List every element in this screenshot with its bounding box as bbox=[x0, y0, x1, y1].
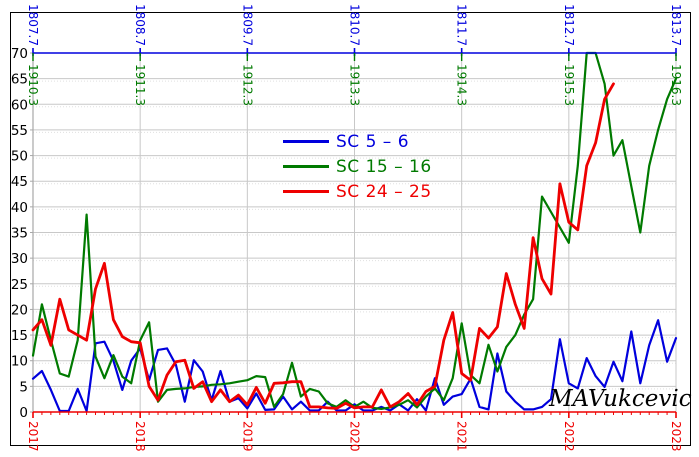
y-tick-label: 15 bbox=[11, 328, 28, 344]
bottom-axis-label: 2022 bbox=[562, 421, 576, 452]
top-axis-label: 1808.7 bbox=[133, 4, 147, 46]
top-axis-label: 1812.7 bbox=[562, 4, 576, 46]
top-secondary-label: 1916.3 bbox=[669, 64, 683, 106]
chart-frame bbox=[10, 12, 691, 446]
legend-item-sc5-6: SC 5 – 6 bbox=[283, 129, 432, 154]
legend-label-sc5-6: SC 5 – 6 bbox=[336, 131, 410, 152]
y-tick-label: 20 bbox=[11, 302, 28, 318]
series-line-sc24-25 bbox=[31, 82, 615, 410]
legend: SC 5 – 6 SC 15 – 16 SC 24 – 25 bbox=[283, 129, 432, 204]
bottom-axis-label: 2021 bbox=[455, 421, 469, 452]
bottom-axis-label: 2019 bbox=[240, 421, 254, 452]
bottom-axis-label: 2020 bbox=[348, 421, 362, 452]
bottom-axis-label: 2023 bbox=[669, 421, 683, 452]
top-axis-label: 1810.7 bbox=[348, 4, 362, 46]
y-tick-label: 0 bbox=[19, 405, 28, 421]
top-secondary-label: 1911.3 bbox=[133, 64, 147, 106]
legend-label-sc24-25: SC 24 – 25 bbox=[336, 181, 432, 202]
y-tick-label: 55 bbox=[11, 123, 28, 139]
legend-line-sample-blue bbox=[283, 140, 329, 143]
y-tick-label: 65 bbox=[11, 72, 28, 88]
y-tick-label: 35 bbox=[11, 226, 28, 242]
legend-item-sc15-16: SC 15 – 16 bbox=[283, 154, 432, 179]
top-secondary-label: 1914.3 bbox=[455, 64, 469, 106]
legend-label-sc15-16: SC 15 – 16 bbox=[336, 156, 432, 177]
y-tick-label: 10 bbox=[11, 354, 28, 370]
y-tick-label: 70 bbox=[11, 46, 28, 62]
top-axis-label: 1807.7 bbox=[26, 4, 40, 46]
legend-line-sample-green bbox=[283, 165, 329, 168]
watermark: MAVukcevic bbox=[549, 386, 692, 412]
legend-line-sample-red bbox=[283, 190, 329, 193]
y-tick-label: 30 bbox=[11, 251, 28, 267]
top-axis-label: 1809.7 bbox=[240, 4, 254, 46]
top-secondary-label: 1910.3 bbox=[26, 64, 40, 106]
top-axis-label: 1811.7 bbox=[455, 4, 469, 46]
y-tick-label: 45 bbox=[11, 174, 28, 190]
y-tick-label: 50 bbox=[11, 149, 28, 165]
legend-item-sc24-25: SC 24 – 25 bbox=[283, 179, 432, 204]
y-tick-label: 40 bbox=[11, 200, 28, 216]
top-secondary-label: 1915.3 bbox=[562, 64, 576, 106]
top-secondary-label: 1912.3 bbox=[240, 64, 254, 106]
y-tick-label: 25 bbox=[11, 277, 28, 293]
y-tick-label: 5 bbox=[19, 379, 28, 395]
y-tick-label: 60 bbox=[11, 97, 28, 113]
top-secondary-label: 1913.3 bbox=[348, 64, 362, 106]
bottom-axis-label: 2018 bbox=[133, 421, 147, 452]
bottom-axis-label: 2017 bbox=[26, 421, 40, 452]
top-axis-label: 1813.7 bbox=[669, 4, 683, 46]
